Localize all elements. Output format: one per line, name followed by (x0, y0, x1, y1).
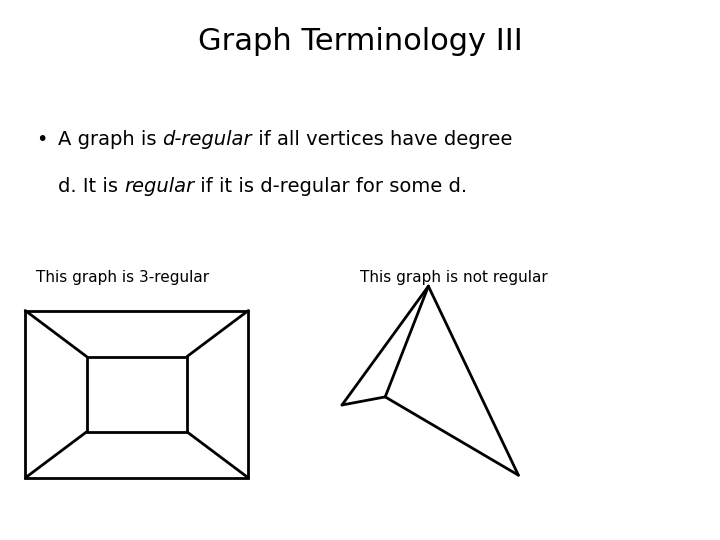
Text: d. It is: d. It is (58, 177, 124, 196)
Text: regular: regular (124, 177, 194, 196)
Text: if all vertices have degree: if all vertices have degree (252, 130, 512, 148)
Text: d-regular: d-regular (162, 130, 252, 148)
Text: Graph Terminology III: Graph Terminology III (197, 27, 523, 56)
Text: if it is d-regular for some d.: if it is d-regular for some d. (194, 177, 467, 196)
Text: This graph is not regular: This graph is not regular (360, 270, 548, 285)
Text: A graph is: A graph is (58, 130, 162, 148)
Text: This graph is 3-regular: This graph is 3-regular (36, 270, 209, 285)
Text: •: • (36, 130, 48, 148)
